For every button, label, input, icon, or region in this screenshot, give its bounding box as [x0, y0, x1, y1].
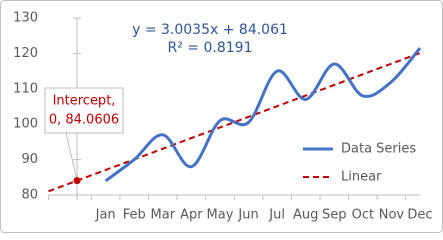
- callout-label: 0, 84.0606: [49, 113, 119, 128]
- x-tick-label: Nov: [379, 208, 405, 223]
- x-tick-label: Jun: [237, 208, 258, 223]
- trend-r2: R² = 0.8191: [168, 40, 253, 56]
- legend-label: Linear: [341, 170, 382, 185]
- y-tick-label: 130: [13, 11, 38, 26]
- x-tick-label: Oct: [352, 208, 374, 223]
- x-tick-label: Mar: [151, 208, 176, 223]
- callout-label: Intercept,: [53, 94, 116, 109]
- trend-equation: y = 3.0035x + 84.061: [132, 22, 288, 38]
- data-line: [104, 47, 422, 183]
- y-tick-label: 110: [13, 81, 38, 96]
- callout-box: [44, 87, 124, 134]
- x-tick-label: Jul: [268, 208, 285, 223]
- trendline: [48, 52, 421, 193]
- y-tick-label: 80: [21, 188, 38, 203]
- y-tick-label: 120: [13, 46, 38, 61]
- x-tick-label: May: [207, 208, 234, 223]
- x-tick-label: Jan: [95, 208, 116, 223]
- chart: y = 3.0035x + 84.061 R² = 0.8191 80 90 100…: [0, 0, 443, 233]
- callout-pointer: [65, 132, 78, 181]
- intercept-point: [73, 177, 81, 185]
- x-tick-label: Apr: [180, 208, 203, 223]
- x-tick-label: Feb: [123, 208, 146, 223]
- y-tick-label: 100: [13, 117, 38, 132]
- x-tick-label: Aug: [293, 208, 318, 223]
- legend-label: Data Series: [341, 142, 416, 157]
- x-tick-label: Dec: [407, 208, 432, 223]
- y-tick-label: 90: [21, 152, 38, 167]
- x-tick-label: Sep: [322, 208, 347, 223]
